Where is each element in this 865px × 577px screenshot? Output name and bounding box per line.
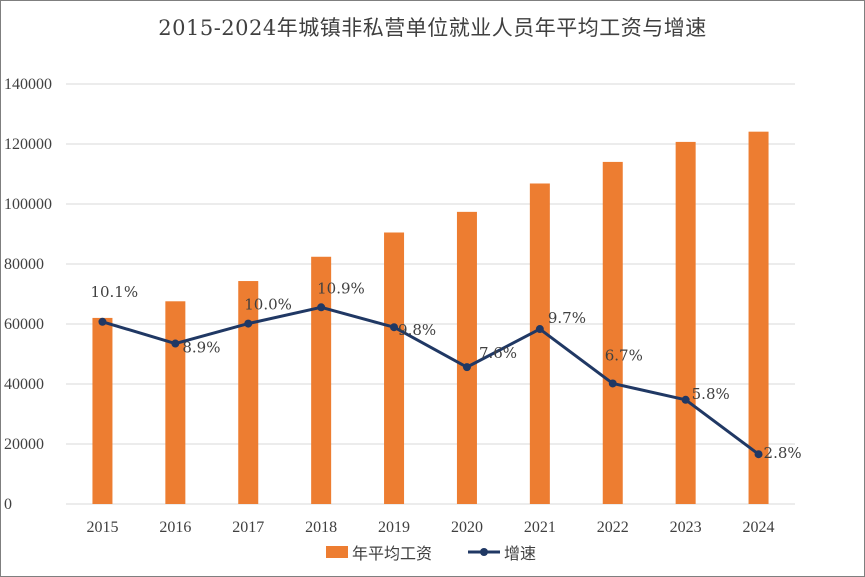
y-tick-label: 40000 — [4, 376, 44, 393]
y-tick-label: 140000 — [4, 76, 52, 93]
legend-label-bar: 年平均工资 — [352, 544, 432, 563]
y-tick-label: 80000 — [4, 256, 44, 273]
line-point — [608, 379, 617, 388]
bar — [165, 301, 186, 504]
x-tick-label: 2023 — [670, 519, 702, 536]
line-point — [98, 317, 107, 326]
data-label: 9.8% — [398, 321, 436, 339]
data-label: 2.8% — [764, 444, 802, 462]
line-path — [102, 305, 760, 456]
chart-title: 2015-2024年城镇非私营单位就业人员年平均工资与增速 — [158, 16, 707, 40]
bar — [602, 161, 623, 504]
data-label: 10.9% — [317, 279, 365, 297]
data-label: 10.0% — [244, 296, 292, 314]
y-tick-label: 100000 — [4, 196, 52, 213]
bar — [748, 131, 769, 505]
grid-lines — [66, 83, 795, 505]
bar — [384, 232, 405, 504]
y-tick-label: 20000 — [4, 436, 44, 453]
line-point — [681, 395, 690, 404]
data-label: 6.7% — [605, 346, 643, 364]
x-tick-label: 2019 — [378, 519, 410, 536]
x-tick-label: 2017 — [232, 519, 264, 536]
bar — [311, 256, 332, 504]
line-point — [317, 303, 326, 312]
x-tick-label: 2022 — [597, 519, 629, 536]
bar — [238, 281, 259, 504]
line-point — [754, 450, 763, 459]
data-label: 5.8% — [692, 385, 730, 403]
y-tick-label: 0 — [4, 496, 12, 513]
line-point — [390, 323, 399, 332]
bar — [675, 141, 696, 504]
data-labels: 10.1% 8.9% 10.0% 10.9% 9.8% 7.6% 9.7% 6.7% 5.8% 2… — [90, 279, 801, 462]
legend-swatch-bar — [326, 546, 348, 558]
bar — [456, 211, 477, 504]
line-point — [171, 339, 180, 348]
x-tick-label: 2015 — [86, 519, 118, 536]
legend: 年平均工资 增速 — [326, 544, 536, 563]
x-tick-label: 2024 — [743, 519, 775, 536]
x-tick-label: 2020 — [451, 519, 483, 536]
data-label: 9.7% — [548, 309, 586, 327]
bar-series — [92, 131, 769, 505]
data-label: 7.6% — [479, 344, 517, 362]
x-tick-label: 2016 — [159, 519, 191, 536]
line-series — [98, 303, 763, 459]
y-tick-label: 60000 — [4, 316, 44, 333]
x-tick-label: 2018 — [305, 519, 337, 536]
legend-marker-line — [480, 548, 488, 556]
x-tick-label: 2021 — [524, 519, 556, 536]
data-label: 8.9% — [182, 339, 220, 357]
axis-labels: 0 20000 40000 60000 80000 100000 120000 140000 2… — [4, 76, 775, 536]
legend-label-line: 增速 — [504, 544, 536, 563]
bar — [92, 317, 113, 504]
y-tick-label: 120000 — [4, 136, 52, 153]
line-point — [244, 319, 253, 328]
bar — [529, 183, 550, 504]
line-point — [462, 363, 471, 372]
line-point — [535, 325, 544, 334]
data-label: 10.1% — [90, 283, 138, 301]
